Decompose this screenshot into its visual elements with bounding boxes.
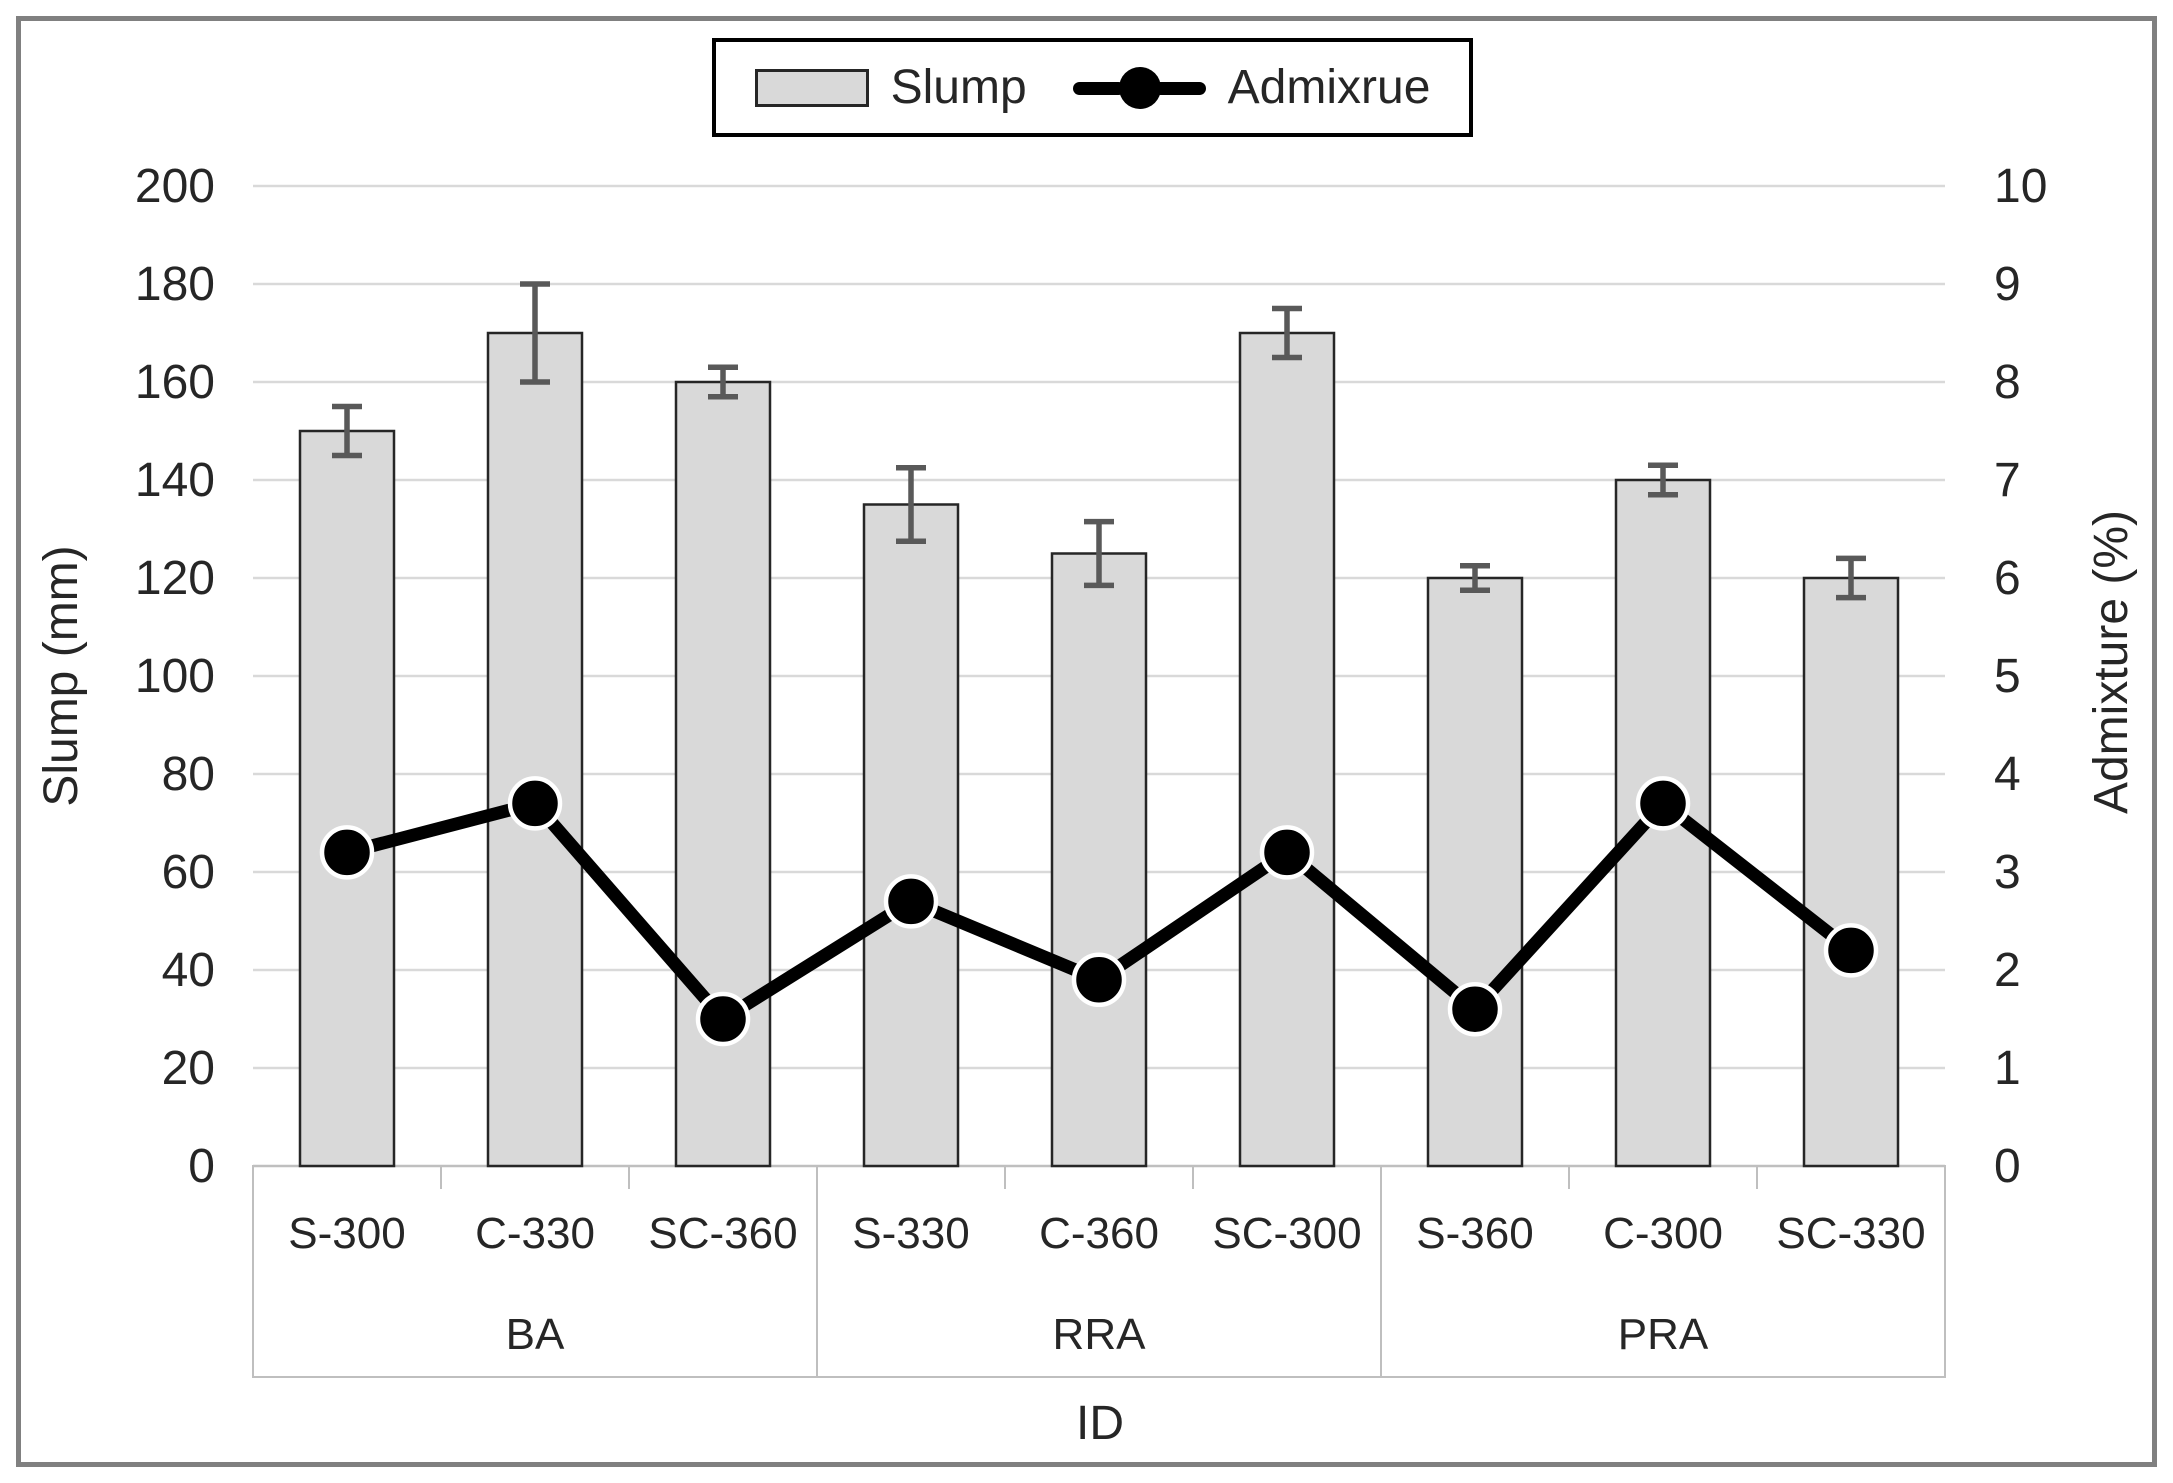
bar-S-330[interactable] xyxy=(862,503,960,1168)
category-label-C-300: C-300 xyxy=(1603,1209,1723,1258)
admixture-marker-C-330[interactable] xyxy=(507,776,563,831)
admixture-marker-C-360[interactable] xyxy=(1071,952,1127,1008)
admixture-marker-SC-300[interactable] xyxy=(1259,825,1315,880)
bar-S-360[interactable] xyxy=(1426,576,1524,1168)
admixture-marker-SC-330[interactable] xyxy=(1823,923,1879,978)
bar-SC-360[interactable] xyxy=(674,380,772,1168)
legend-admixture-label: Admixrue xyxy=(1227,60,1431,114)
left-axis-tick-20: 20 xyxy=(162,1042,215,1095)
right-axis-tick-1: 1 xyxy=(1994,1042,2021,1095)
category-label-SC-360: SC-360 xyxy=(648,1209,797,1258)
right-axis-title: Admixture (%) xyxy=(2085,509,2138,815)
group-label-PRA: PRA xyxy=(1618,1310,1709,1359)
admixture-marker-S-360[interactable] xyxy=(1447,981,1503,1037)
left-axis-tick-40: 40 xyxy=(162,944,215,997)
category-label-S-360: S-360 xyxy=(1416,1209,1533,1258)
left-axis-tick-60: 60 xyxy=(162,846,215,899)
right-axis-tick-8: 8 xyxy=(1994,356,2021,409)
right-axis-tick-9: 9 xyxy=(1994,258,2021,311)
chart-legend[interactable]: Slump Admixrue xyxy=(712,38,1473,137)
category-label-SC-300: SC-300 xyxy=(1212,1209,1361,1258)
bar-SC-330[interactable] xyxy=(1802,576,1900,1168)
category-label-C-360: C-360 xyxy=(1039,1209,1159,1258)
left-axis-tick-120: 120 xyxy=(135,552,215,605)
admixture-marker-S-330[interactable] xyxy=(883,874,939,929)
right-axis-tick-10: 10 xyxy=(1994,160,2047,213)
admixture-marker-SC-360[interactable] xyxy=(695,991,751,1047)
left-axis-tick-100: 100 xyxy=(135,650,215,703)
category-label-S-300: S-300 xyxy=(288,1209,405,1258)
right-axis-tick-7: 7 xyxy=(1994,454,2021,507)
x-axis-title: ID xyxy=(1076,1397,1124,1450)
category-label-C-330: C-330 xyxy=(475,1209,595,1258)
left-axis-tick-200: 200 xyxy=(135,160,215,213)
group-label-BA: BA xyxy=(506,1310,565,1359)
group-label-RRA: RRA xyxy=(1053,1310,1147,1359)
admixture-marker-C-300[interactable] xyxy=(1635,776,1691,831)
right-axis-tick-5: 5 xyxy=(1994,650,2021,703)
left-axis-tick-0: 0 xyxy=(188,1140,215,1193)
bar-C-330[interactable] xyxy=(486,331,584,1168)
admixture-line-swatch-icon xyxy=(1072,65,1206,111)
right-axis-tick-2: 2 xyxy=(1994,944,2021,997)
category-label-S-330: S-330 xyxy=(852,1209,969,1258)
category-label-SC-330: SC-330 xyxy=(1776,1209,1925,1258)
bar-S-300[interactable] xyxy=(298,429,396,1168)
right-axis-tick-0: 0 xyxy=(1994,1140,2021,1193)
left-axis-tick-140: 140 xyxy=(135,454,215,507)
bar-SC-300[interactable] xyxy=(1238,331,1336,1168)
legend-slump-label: Slump xyxy=(890,60,1027,114)
admixture-marker-S-300[interactable] xyxy=(319,825,375,880)
right-axis-tick-4: 4 xyxy=(1994,748,2021,801)
slump-bar-swatch-icon xyxy=(754,68,869,107)
left-axis-tick-80: 80 xyxy=(162,748,215,801)
left-axis-title: Slump (mm) xyxy=(35,545,88,807)
bar-C-360[interactable] xyxy=(1050,552,1148,1168)
left-axis-tick-180: 180 xyxy=(135,258,215,311)
right-axis-tick-3: 3 xyxy=(1994,846,2021,899)
right-axis-tick-6: 6 xyxy=(1994,552,2021,605)
left-axis-tick-160: 160 xyxy=(135,356,215,409)
